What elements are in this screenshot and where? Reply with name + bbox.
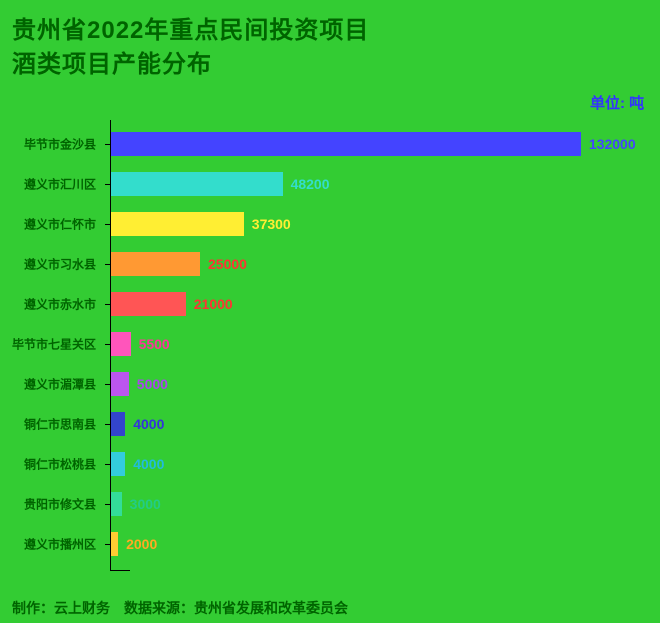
- axis-tick: [105, 344, 110, 345]
- category-label: 遵义市播州区: [0, 536, 96, 553]
- unit-label: 单位: 吨: [590, 92, 644, 113]
- bar-row: 遵义市赤水市 21000: [0, 284, 660, 324]
- axis-tick: [105, 264, 110, 265]
- bar: [111, 452, 125, 476]
- bar: [111, 172, 283, 196]
- bar-value: 132000: [589, 136, 636, 152]
- bar-row: 遵义市仁怀市 37300: [0, 204, 660, 244]
- category-label: 铜仁市思南县: [0, 416, 96, 433]
- bar-chart: 毕节市金沙县 132000 遵义市汇川区 48200 遵义市仁怀市 37300 遵义市习水县…: [0, 120, 660, 570]
- bar-row: 毕节市七星关区 5500: [0, 324, 660, 364]
- bar: [111, 372, 129, 396]
- bar: [111, 412, 125, 436]
- category-label: 贵阳市修文县: [0, 496, 96, 513]
- bar-value: 37300: [252, 216, 291, 232]
- axis-tick: [105, 184, 110, 185]
- axis-tick: [105, 424, 110, 425]
- axis-tick: [105, 144, 110, 145]
- bar-value: 21000: [194, 296, 233, 312]
- bar-value: 25000: [208, 256, 247, 272]
- bar-row: 遵义市习水县 25000: [0, 244, 660, 284]
- bar-row: 遵义市汇川区 48200: [0, 164, 660, 204]
- axis-tick: [105, 304, 110, 305]
- chart-title-line2: 酒类项目产能分布: [12, 44, 212, 79]
- bar-row: 贵阳市修文县 3000: [0, 484, 660, 524]
- chart-title-line1: 贵州省2022年重点民间投资项目: [12, 10, 369, 45]
- bar-row: 遵义市播州区 2000: [0, 524, 660, 564]
- axis-tick: [105, 464, 110, 465]
- category-label: 遵义市仁怀市: [0, 216, 96, 233]
- bar-value: 5500: [139, 336, 170, 352]
- bar-row: 铜仁市松桃县 4000: [0, 444, 660, 484]
- bar: [111, 212, 244, 236]
- category-label: 遵义市汇川区: [0, 176, 96, 193]
- category-label: 毕节市金沙县: [0, 136, 96, 153]
- bar-value: 3000: [130, 496, 161, 512]
- axis-tick: [105, 504, 110, 505]
- bar-value: 5000: [137, 376, 168, 392]
- category-label: 遵义市习水县: [0, 256, 96, 273]
- x-axis: [110, 570, 130, 571]
- bar-value: 2000: [126, 536, 157, 552]
- axis-tick: [105, 384, 110, 385]
- category-label: 遵义市赤水市: [0, 296, 96, 313]
- chart-footer: 制作：云上财务 数据来源：贵州省发展和改革委员会: [12, 598, 348, 618]
- bar: [111, 492, 122, 516]
- bar-value: 4000: [133, 416, 164, 432]
- bar: [111, 292, 186, 316]
- bar-row: 铜仁市思南县 4000: [0, 404, 660, 444]
- category-label: 铜仁市松桃县: [0, 456, 96, 473]
- bar: [111, 532, 118, 556]
- bar: [111, 252, 200, 276]
- bar: [111, 132, 581, 156]
- bar-value: 4000: [133, 456, 164, 472]
- bar-value: 48200: [291, 176, 330, 192]
- axis-tick: [105, 224, 110, 225]
- category-label: 遵义市湄潭县: [0, 376, 96, 393]
- bar: [111, 332, 131, 356]
- axis-tick: [105, 544, 110, 545]
- category-label: 毕节市七星关区: [0, 336, 96, 353]
- bar-row: 毕节市金沙县 132000: [0, 124, 660, 164]
- bar-row: 遵义市湄潭县 5000: [0, 364, 660, 404]
